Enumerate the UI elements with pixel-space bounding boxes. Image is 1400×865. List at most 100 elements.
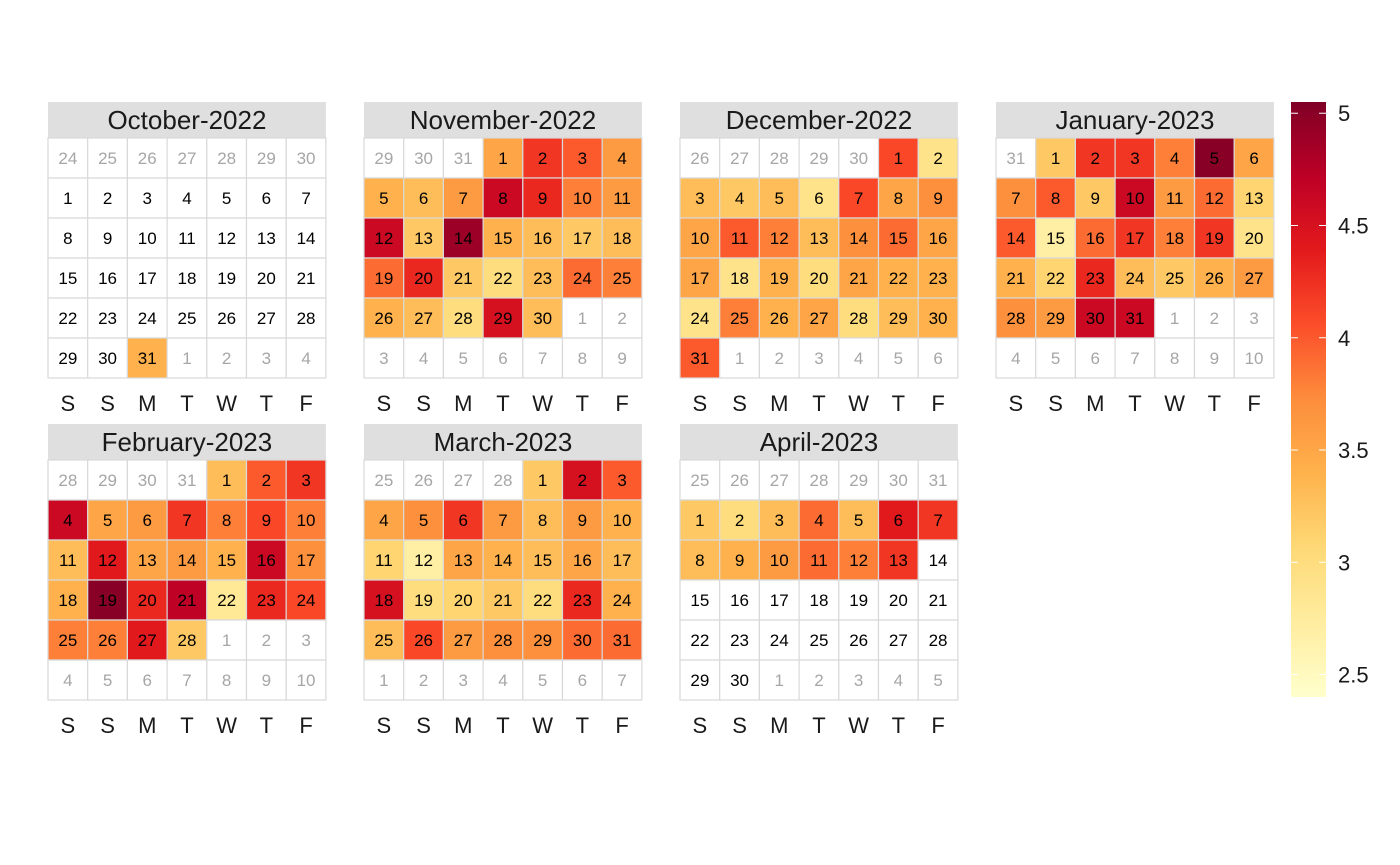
day-number: 1 — [1170, 309, 1179, 328]
day-cell — [206, 499, 248, 541]
day-number: 26 — [690, 149, 709, 168]
day-number: 26 — [217, 309, 236, 328]
weekday-label: S — [100, 391, 115, 416]
day-number: 21 — [849, 269, 868, 288]
day-cell — [917, 217, 959, 259]
day-number: 19 — [1205, 229, 1224, 248]
day-number: 16 — [533, 229, 552, 248]
day-number: 10 — [297, 671, 316, 690]
day-number: 19 — [770, 269, 789, 288]
day-number: 19 — [374, 269, 393, 288]
day-cell — [166, 659, 208, 701]
day-cell — [601, 297, 643, 339]
day-number: 12 — [98, 551, 117, 570]
day-cell — [601, 217, 643, 259]
day-number: 18 — [809, 591, 828, 610]
day-cell — [245, 177, 287, 219]
day-cell — [561, 297, 603, 339]
day-cell — [601, 579, 643, 621]
day-number: 13 — [889, 551, 908, 570]
day-number: 12 — [414, 551, 433, 570]
day-cell — [126, 257, 168, 299]
day-cell — [1114, 337, 1156, 379]
day-cell — [166, 217, 208, 259]
day-number: 15 — [690, 591, 709, 610]
day-cell — [798, 459, 840, 501]
day-number: 30 — [414, 149, 433, 168]
day-cell — [126, 539, 168, 581]
day-cell — [719, 177, 761, 219]
day-cell — [206, 659, 248, 701]
day-number: 14 — [929, 551, 948, 570]
day-number: 9 — [933, 189, 942, 208]
weekday-label: W — [216, 713, 237, 738]
weekday-label: W — [848, 713, 869, 738]
day-cell — [995, 337, 1037, 379]
day-number: 29 — [1046, 309, 1065, 328]
day-number: 17 — [297, 551, 316, 570]
day-cell — [206, 619, 248, 661]
day-number: 7 — [1130, 349, 1139, 368]
month-title-strip — [680, 102, 958, 138]
day-number: 8 — [63, 229, 72, 248]
day-number: 8 — [538, 511, 547, 530]
colorbar-tick-label: 3.5 — [1338, 438, 1369, 463]
day-number: 28 — [929, 631, 948, 650]
day-cell — [1154, 137, 1196, 179]
day-cell — [798, 257, 840, 299]
day-number: 7 — [1011, 189, 1020, 208]
weekday-label: W — [1164, 391, 1185, 416]
day-number: 13 — [454, 551, 473, 570]
day-number: 12 — [217, 229, 236, 248]
weekday-label: T — [260, 391, 273, 416]
day-cell — [877, 499, 919, 541]
day-cell — [166, 337, 208, 379]
day-cell — [482, 499, 524, 541]
day-number: 19 — [98, 591, 117, 610]
weekday-label: S — [100, 713, 115, 738]
day-number: 15 — [533, 551, 552, 570]
day-number: 19 — [414, 591, 433, 610]
day-number: 11 — [810, 551, 828, 570]
day-cell — [363, 659, 405, 701]
day-number: 17 — [690, 269, 709, 288]
colorbar-tick-label: 4 — [1338, 326, 1350, 351]
day-number: 1 — [695, 511, 704, 530]
day-number: 24 — [138, 309, 157, 328]
day-number: 4 — [498, 671, 507, 690]
weekday-label: T — [812, 713, 825, 738]
day-number: 5 — [894, 349, 903, 368]
day-cell — [166, 459, 208, 501]
day-cell — [561, 177, 603, 219]
day-number: 4 — [735, 189, 744, 208]
day-number: 23 — [257, 591, 276, 610]
day-cell — [1114, 297, 1156, 339]
weekday-label: S — [1048, 391, 1063, 416]
day-cell — [758, 459, 800, 501]
day-number: 17 — [138, 269, 157, 288]
weekday-label: F — [615, 713, 628, 738]
day-number: 7 — [182, 671, 191, 690]
colorbar-tick-label: 3 — [1338, 550, 1350, 575]
day-cell — [403, 659, 445, 701]
day-cell — [679, 177, 721, 219]
day-cell — [442, 137, 484, 179]
day-cell — [561, 459, 603, 501]
day-cell — [87, 177, 128, 219]
day-number: 3 — [379, 349, 388, 368]
day-cell — [403, 297, 445, 339]
day-cell — [1074, 217, 1116, 259]
day-number: 2 — [419, 671, 428, 690]
weekday-label: T — [892, 713, 905, 738]
day-cell — [522, 659, 564, 701]
day-cell — [206, 459, 248, 501]
day-number: 13 — [809, 229, 828, 248]
day-number: 29 — [257, 149, 276, 168]
day-number: 4 — [854, 349, 863, 368]
day-number: 2 — [933, 149, 942, 168]
day-cell — [1035, 337, 1076, 379]
day-number: 12 — [374, 229, 393, 248]
day-number: 10 — [613, 511, 632, 530]
month-title: October-2022 — [107, 105, 266, 135]
